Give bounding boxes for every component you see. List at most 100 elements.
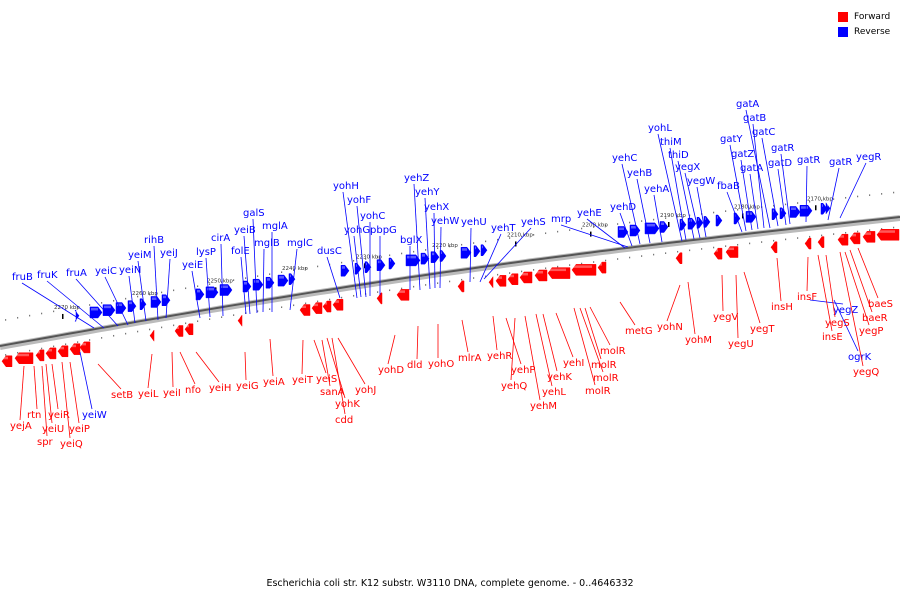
reverse-gene-label: mglA bbox=[262, 221, 288, 232]
kbp-tick bbox=[668, 222, 670, 228]
scale-dot-lower bbox=[857, 230, 859, 233]
reverse-gene-arrow-highlight bbox=[698, 218, 699, 221]
scale-dot-upper bbox=[677, 215, 679, 218]
reverse-gene-arrow bbox=[644, 222, 660, 235]
scale-dot-lower bbox=[233, 314, 235, 316]
forward-gene-arrow bbox=[184, 323, 194, 336]
forward-gene-label: yehM bbox=[530, 401, 557, 412]
reverse-gene-label: ogrK bbox=[848, 352, 872, 363]
forward-gene-arrow-highlight bbox=[3, 356, 8, 360]
scale-dot-upper bbox=[281, 271, 283, 274]
forward-gene-leader-line bbox=[666, 284, 681, 322]
scale-dot-lower bbox=[845, 231, 847, 234]
forward-gene-arrow bbox=[837, 233, 849, 246]
scale-dot-lower bbox=[329, 298, 331, 301]
reverse-gene-arrow-highlight bbox=[661, 222, 664, 225]
kbp-tick bbox=[515, 241, 517, 247]
reverse-gene-leader-line bbox=[805, 165, 808, 223]
reverse-gene-leader-line bbox=[289, 248, 298, 311]
scale-dot-upper bbox=[77, 306, 79, 308]
forward-gene-label: molR bbox=[600, 346, 626, 357]
scale-dot-lower bbox=[293, 304, 295, 307]
kbp-label: 2230 kbp bbox=[356, 254, 382, 260]
forward-gene-label: insE bbox=[822, 332, 843, 343]
reverse-gene-label: gatA bbox=[740, 163, 763, 174]
reverse-gene-arrow bbox=[789, 206, 801, 218]
reverse-gene-arrow-highlight bbox=[117, 303, 122, 307]
forward-gene-label: yeiL bbox=[138, 389, 159, 400]
forward-gene-label: yeiQ bbox=[60, 439, 83, 450]
reverse-gene-label: yegW bbox=[687, 176, 715, 187]
reverse-gene-leader-line bbox=[669, 147, 687, 241]
scale-dot-lower bbox=[341, 296, 343, 299]
reverse-gene-label: fruA bbox=[66, 268, 87, 279]
scale-dot-upper bbox=[173, 289, 175, 292]
forward-gene-label: yegP bbox=[859, 326, 883, 337]
forward-gene-arrow-highlight bbox=[839, 235, 844, 238]
forward-gene-leader-line bbox=[313, 339, 327, 374]
reverse-gene-label: galS bbox=[243, 208, 265, 219]
reverse-gene-leader-line bbox=[356, 205, 367, 298]
reverse-gene-leader-line bbox=[560, 224, 629, 248]
scale-dot-lower bbox=[809, 235, 811, 238]
forward-gene-label: insH bbox=[771, 302, 793, 313]
forward-gene-arrow-highlight bbox=[573, 265, 592, 268]
forward-gene-label: yeiA bbox=[263, 377, 285, 388]
reverse-gene-label: yohG bbox=[344, 225, 370, 236]
forward-gene-label: yegU bbox=[728, 339, 754, 350]
reverse-gene-arrow-highlight bbox=[221, 285, 228, 289]
reverse-gene-leader-line bbox=[621, 163, 641, 245]
kbp-label: 2260 kbp bbox=[132, 291, 158, 297]
forward-gene-leader-line bbox=[61, 361, 71, 439]
reverse-gene-label: yeiB bbox=[234, 225, 256, 236]
forward-gene-arrow-highlight bbox=[59, 346, 64, 350]
scale-dot-lower bbox=[281, 306, 283, 309]
forward-gene-arrow-highlight bbox=[151, 331, 152, 334]
scale-dot-upper bbox=[461, 243, 463, 246]
reverse-gene-label: yehA bbox=[644, 184, 669, 195]
scale-dot-lower bbox=[305, 302, 307, 305]
kbp-label: 2270 kbp bbox=[54, 305, 80, 311]
legend-reverse-label: Reverse bbox=[854, 26, 891, 37]
reverse-gene-arrow-highlight bbox=[129, 301, 132, 305]
kbp-tick bbox=[815, 205, 817, 211]
forward-gene-label: yeiP bbox=[69, 424, 90, 435]
forward-gene-label: yegQ bbox=[853, 367, 879, 378]
scale-dot-lower bbox=[677, 250, 679, 253]
reverse-gene-label: yeiM bbox=[128, 250, 151, 261]
scale-dot-upper bbox=[713, 211, 715, 214]
forward-gene-arrow-highlight bbox=[806, 239, 807, 242]
genome-caption: Escherichia coli str. K12 substr. W3110 … bbox=[266, 578, 634, 589]
reverse-gene-leader-line bbox=[191, 270, 201, 319]
scale-dot-upper bbox=[437, 247, 439, 249]
scale-dot-upper bbox=[593, 226, 595, 228]
scale-dot-upper bbox=[185, 287, 187, 290]
forward-gene-arrow bbox=[507, 273, 519, 285]
reverse-gene-arrow bbox=[388, 257, 396, 270]
reverse-gene-label: yohL bbox=[648, 123, 672, 134]
scale-dot-lower bbox=[629, 256, 631, 259]
forward-gene-arrow-highlight bbox=[490, 277, 491, 281]
reverse-gene-leader-line bbox=[761, 137, 779, 227]
forward-gene-arrow bbox=[322, 300, 332, 313]
scale-dot-upper bbox=[113, 299, 115, 302]
forward-gene-leader-line bbox=[461, 319, 469, 353]
forward-gene-label: yeiR bbox=[48, 410, 70, 421]
forward-gene-leader-line bbox=[776, 257, 782, 302]
forward-gene-label: yejA bbox=[10, 421, 32, 432]
reverse-gene-arrow-highlight bbox=[827, 203, 828, 207]
scale-dot-lower bbox=[461, 278, 463, 281]
scale-dot-upper bbox=[557, 230, 559, 233]
reverse-gene-arrow-highlight bbox=[254, 280, 259, 283]
scale-dot-lower bbox=[473, 277, 475, 279]
forward-gene-label: yegV bbox=[713, 312, 738, 323]
reverse-gene-leader-line bbox=[326, 256, 341, 299]
scale-dot-upper bbox=[341, 261, 343, 264]
scale-dot-lower bbox=[41, 347, 43, 350]
scale-dot-lower bbox=[773, 239, 775, 242]
reverse-gene-leader-line bbox=[342, 191, 358, 299]
reverse-gene-label: mglC bbox=[287, 238, 313, 249]
scale-dot-upper bbox=[317, 265, 319, 268]
forward-gene-label: yegS bbox=[825, 318, 850, 329]
reverse-gene-arrow-highlight bbox=[631, 225, 636, 229]
